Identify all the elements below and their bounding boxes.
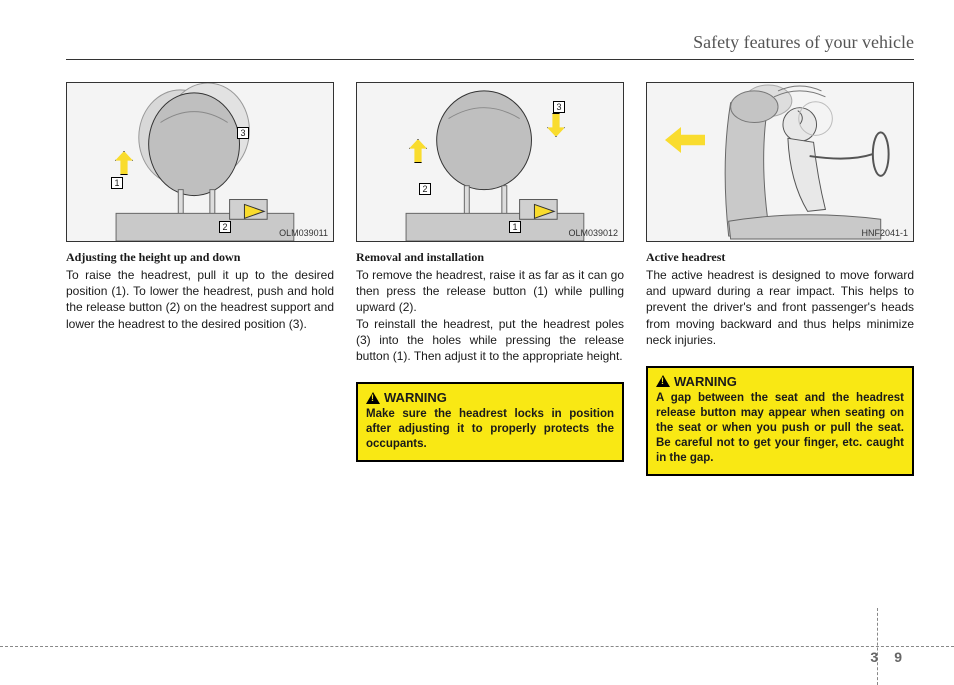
col3-body: The active headrest is designed to move … bbox=[646, 267, 914, 348]
content-columns: 1 3 2 OLM039011 Adjusting the height up … bbox=[66, 82, 914, 476]
footer-dashed-rule bbox=[0, 646, 954, 647]
col3-subhead: Active headrest bbox=[646, 250, 914, 265]
callout-1: 1 bbox=[111, 177, 123, 189]
warning-box-1: WARNING Make sure the headrest locks in … bbox=[356, 382, 624, 462]
headrest-adjust-illustration bbox=[67, 83, 333, 241]
callout-1: 1 bbox=[509, 221, 521, 233]
page: Safety features of your vehicle bbox=[0, 0, 954, 476]
figure-code: OLM039012 bbox=[568, 228, 618, 238]
page-number-value: 9 bbox=[894, 649, 902, 665]
warning-label: WARNING bbox=[384, 390, 447, 405]
warning-heading: WARNING bbox=[366, 390, 614, 405]
header-title: Safety features of your vehicle bbox=[66, 32, 914, 53]
column-2: 2 3 1 OLM039012 Removal and installation… bbox=[356, 82, 624, 476]
column-1: 1 3 2 OLM039011 Adjusting the height up … bbox=[66, 82, 334, 476]
callout-2: 2 bbox=[219, 221, 231, 233]
col2-subhead: Removal and installation bbox=[356, 250, 624, 265]
warning-text: A gap between the seat and the headrest … bbox=[656, 391, 904, 466]
warning-triangle-icon bbox=[656, 375, 670, 387]
col2-body: To remove the headrest, raise it as far … bbox=[356, 267, 624, 364]
warning-text: Make sure the headrest locks in position… bbox=[366, 407, 614, 452]
warning-triangle-icon bbox=[366, 392, 380, 404]
col1-body: To raise the headrest, pull it up to the… bbox=[66, 267, 334, 332]
figure-headrest-removal: 2 3 1 OLM039012 bbox=[356, 82, 624, 242]
figure-active-headrest: HNF2041-1 bbox=[646, 82, 914, 242]
column-3: HNF2041-1 Active headrest The active hea… bbox=[646, 82, 914, 476]
active-headrest-illustration bbox=[647, 83, 913, 241]
figure-code: OLM039011 bbox=[279, 228, 328, 238]
warning-box-2: WARNING A gap between the seat and the h… bbox=[646, 366, 914, 476]
page-number: 3 9 bbox=[870, 649, 902, 665]
page-header: Safety features of your vehicle bbox=[66, 32, 914, 60]
figure-headrest-adjust: 1 3 2 OLM039011 bbox=[66, 82, 334, 242]
warning-label: WARNING bbox=[674, 374, 737, 389]
callout-2: 2 bbox=[419, 183, 431, 195]
warning-heading: WARNING bbox=[656, 374, 904, 389]
figure-code: HNF2041-1 bbox=[861, 228, 908, 238]
callout-3: 3 bbox=[237, 127, 249, 139]
callout-3: 3 bbox=[553, 101, 565, 113]
headrest-removal-illustration bbox=[357, 83, 623, 241]
col1-subhead: Adjusting the height up and down bbox=[66, 250, 334, 265]
vertical-dashed-rule bbox=[877, 608, 878, 685]
section-number: 3 bbox=[870, 649, 878, 665]
